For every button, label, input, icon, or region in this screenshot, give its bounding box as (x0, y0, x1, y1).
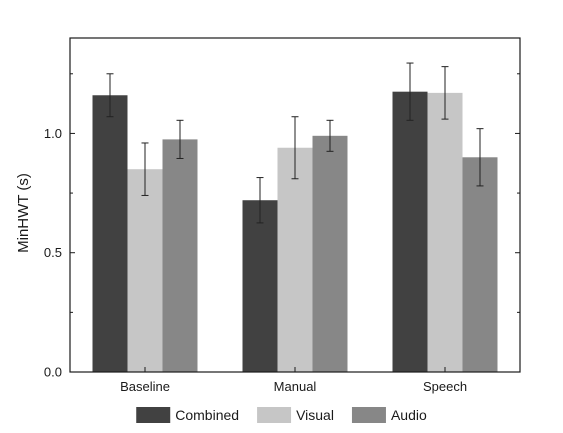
legend-label-visual: Visual (296, 407, 334, 423)
legend-swatch-audio (351, 407, 386, 423)
ticks-layer: Baseline Manual Speech 0.0 0.5 1.0 (44, 73, 520, 394)
bar-audio-speech (462, 157, 498, 372)
bar-visual-manual (277, 147, 313, 372)
legend-label-audio: Audio (391, 407, 427, 423)
y-tick-label: 0.0 (44, 365, 62, 380)
y-tick-label: 1.0 (44, 126, 62, 141)
bar-audio-manual (312, 135, 348, 372)
legend-swatch-combined (136, 407, 171, 423)
x-tick-label: Manual (274, 379, 317, 394)
bar-visual-baseline (127, 169, 163, 372)
bar-combined-manual (242, 200, 278, 372)
legend: Combined Visual Audio (136, 407, 427, 423)
y-tick-label: 0.5 (44, 245, 62, 260)
bars-layer (92, 91, 498, 372)
legend-label-combined: Combined (175, 407, 239, 423)
bar-visual-speech (427, 92, 463, 372)
legend-swatch-visual (257, 407, 292, 423)
y-axis-title: MinHWT (s) (15, 173, 32, 253)
x-tick-label: Baseline (120, 379, 170, 394)
x-tick-label: Speech (423, 379, 467, 394)
bar-combined-speech (392, 91, 428, 372)
error-bars-layer (106, 62, 484, 224)
bar-audio-baseline (162, 139, 198, 372)
bar-combined-baseline (92, 95, 128, 372)
